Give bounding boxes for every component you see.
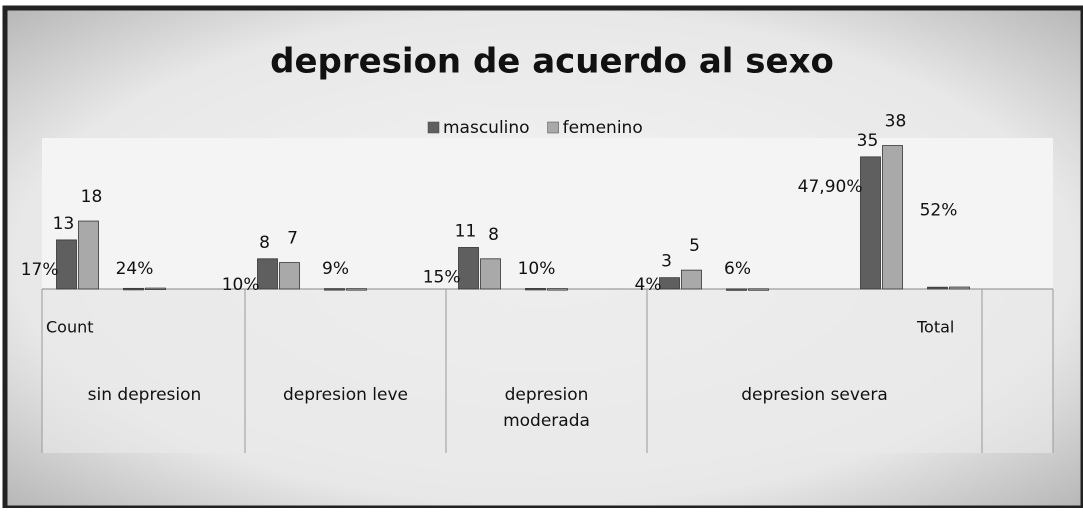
data-label: 38 [885,112,907,132]
bar [882,145,903,290]
bar [123,287,144,291]
group-label: depresion leve [283,385,408,405]
data-label: 47,90% [798,177,863,197]
bar [949,286,970,290]
bar [324,288,345,291]
axis-area [42,289,1053,453]
bar [346,288,367,291]
data-label: 6% [724,259,751,279]
bar [480,258,501,290]
bar [748,288,769,291]
bar [927,286,948,290]
legend-swatch [547,121,559,134]
bar [257,258,278,290]
bar [726,288,747,291]
data-label: 4% [635,275,662,295]
group-label: depresion moderada [503,385,590,431]
data-label: 8 [488,225,499,245]
data-label: 18 [81,187,103,207]
data-label: 11 [455,221,477,241]
x-tick-label: Count [46,318,94,337]
bar [659,277,680,290]
data-label: 13 [53,214,75,234]
data-label: 7 [287,229,298,249]
data-label: 10% [222,275,260,295]
bar [525,288,546,291]
legend-swatch [427,121,440,134]
legend-label: femenino [563,118,643,138]
data-label: 15% [423,267,461,287]
data-label: 52% [920,201,958,221]
data-label: 10% [518,259,556,279]
x-tick-label: Total [916,318,954,337]
bar [547,288,568,291]
bar [681,269,702,290]
bar [279,262,300,290]
bar [458,247,479,290]
group-label: sin depresion [88,385,202,405]
data-label: 35 [857,131,879,151]
legend-label: masculino [443,118,530,138]
bar [145,287,166,290]
data-label: 8 [259,233,270,253]
chart-title: depresion de acuerdo al sexo [270,42,834,82]
group-label: depresion severa [741,385,888,405]
data-label: 3 [661,252,672,272]
bar [860,156,881,290]
bar [56,239,77,290]
bar [78,220,99,290]
data-label: 17% [21,260,59,280]
data-label: 9% [322,259,349,279]
data-label: 24% [116,259,154,279]
data-label: 5 [689,236,700,256]
